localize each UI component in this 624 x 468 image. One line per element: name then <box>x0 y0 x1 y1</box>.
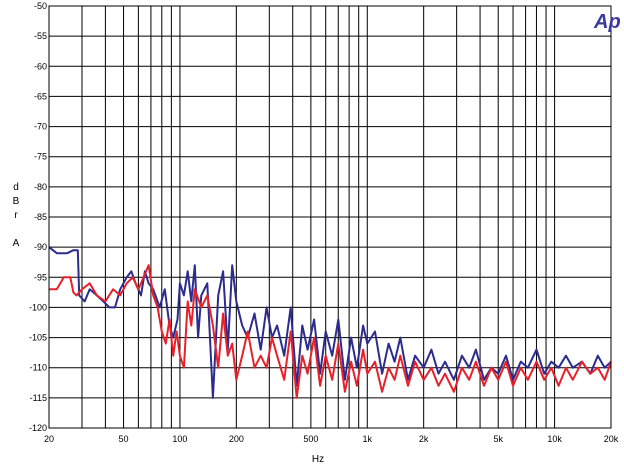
x-axis-label: Hz <box>312 454 324 465</box>
y-tick-label: -70 <box>34 122 47 132</box>
x-tick-label: 100 <box>172 434 187 444</box>
grid <box>48 5 612 429</box>
y-tick-label: -115 <box>30 393 47 403</box>
x-tick-label: 50 <box>119 434 129 444</box>
y-tick-label: -90 <box>34 242 47 252</box>
y-tick-label: -120 <box>29 423 47 433</box>
x-tick-label: 2k <box>419 434 429 444</box>
y-tick-labels: -50 -55 -60 -65 -70 -75 -80 -85 -90 -95 -100 -105 -1… <box>29 1 47 433</box>
y-tick-label: -110 <box>30 363 47 373</box>
y-tick-label: -55 <box>34 31 47 41</box>
x-tick-label: 200 <box>229 434 244 444</box>
series-line-red <box>49 264 612 399</box>
y-tick-label: -75 <box>34 152 47 162</box>
x-tick-label: 500 <box>303 434 318 444</box>
x-tick-label: 5k <box>493 434 503 444</box>
y-tick-label: -80 <box>34 182 47 192</box>
ap-logo: Ap <box>593 11 621 33</box>
y-tick-label: -100 <box>29 302 47 312</box>
y-tick-label: -65 <box>34 91 47 101</box>
x-tick-labels: 20 50 100 200 500 1k 2k 5k 10k 20k <box>44 434 619 444</box>
y-tick-label: -85 <box>34 212 47 222</box>
y-axis-label: dBr A <box>13 182 20 249</box>
y-tick-label: -50 <box>34 1 47 11</box>
y-axis-label-char: d <box>13 182 19 193</box>
y-axis-label-char: B <box>13 196 20 207</box>
y-tick-label: -60 <box>34 61 47 71</box>
x-tick-label: 10k <box>547 434 562 444</box>
x-tick-label: 1k <box>363 434 373 444</box>
y-axis-label-char: A <box>13 238 20 249</box>
x-tick-label: 20 <box>44 434 54 444</box>
y-tick-label: -105 <box>29 333 47 343</box>
y-tick-label: -95 <box>34 272 47 282</box>
series-group <box>48 246 612 399</box>
y-axis-label-char: r <box>14 210 18 221</box>
x-tick-label: 20k <box>604 434 619 444</box>
plot-frame <box>48 5 612 429</box>
